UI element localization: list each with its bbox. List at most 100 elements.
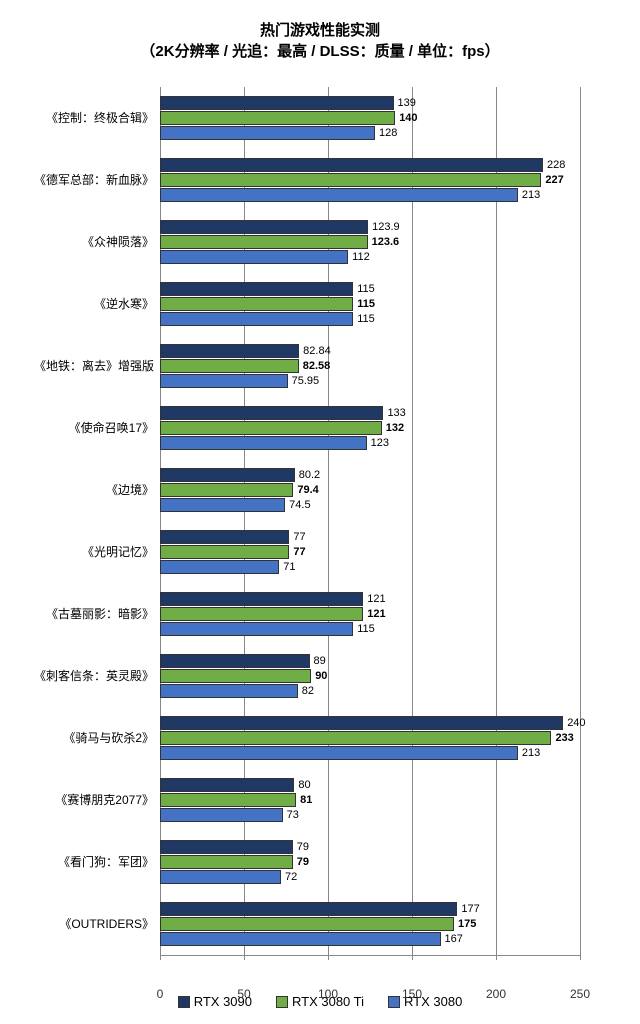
bar-value: 240 bbox=[562, 717, 585, 729]
bar: 75.95 bbox=[160, 374, 288, 388]
bar-row: 74.5 bbox=[160, 498, 580, 512]
bar: 175 bbox=[160, 917, 454, 931]
bar: 213 bbox=[160, 188, 518, 202]
bar: 90 bbox=[160, 669, 311, 683]
x-tick-label: 150 bbox=[402, 981, 422, 1001]
bar: 240 bbox=[160, 716, 563, 730]
bar-row: 123.9 bbox=[160, 220, 580, 234]
game-label: 《德军总部：新血脉》 bbox=[25, 173, 160, 187]
game-row: 《控制：终极合辑》139140128 bbox=[160, 87, 580, 149]
bar-value: 167 bbox=[440, 933, 463, 945]
game-row: 《边境》80.279.474.5 bbox=[160, 459, 580, 521]
bar-value: 80.2 bbox=[294, 469, 320, 481]
bar-value: 121 bbox=[362, 593, 385, 605]
bar-row: 213 bbox=[160, 746, 580, 760]
game-row: 《古墓丽影：暗影》121121115 bbox=[160, 583, 580, 645]
bar-row: 128 bbox=[160, 126, 580, 140]
bar: 72 bbox=[160, 870, 281, 884]
game-label: 《OUTRIDERS》 bbox=[25, 917, 160, 931]
bar-value: 115 bbox=[352, 623, 375, 635]
bar: 112 bbox=[160, 250, 348, 264]
title-line-2: （2K分辨率 / 光追：最高 / DLSS：质量 / 单位：fps） bbox=[25, 41, 615, 62]
game-label: 《边境》 bbox=[25, 483, 160, 497]
bar-row: 71 bbox=[160, 560, 580, 574]
bar: 89 bbox=[160, 654, 310, 668]
bar-row: 75.95 bbox=[160, 374, 580, 388]
bar-value: 81 bbox=[295, 794, 312, 806]
game-row: 《刺客信条：英灵殿》899082 bbox=[160, 645, 580, 707]
bar-row: 213 bbox=[160, 188, 580, 202]
bar-value: 128 bbox=[374, 127, 397, 139]
bar-value: 140 bbox=[394, 112, 417, 124]
bar-row: 115 bbox=[160, 312, 580, 326]
bar-value: 115 bbox=[352, 313, 375, 325]
bar-row: 89 bbox=[160, 654, 580, 668]
bar: 82 bbox=[160, 684, 298, 698]
bar-value: 75.95 bbox=[287, 375, 320, 387]
bar-value: 89 bbox=[309, 655, 326, 667]
bar-row: 72 bbox=[160, 870, 580, 884]
bar-value: 133 bbox=[382, 407, 405, 419]
bar-value: 77 bbox=[288, 531, 305, 543]
bar: 121 bbox=[160, 607, 363, 621]
x-tick-label: 100 bbox=[318, 981, 338, 1001]
bar-row: 177 bbox=[160, 902, 580, 916]
bar-value: 177 bbox=[456, 903, 479, 915]
x-tick-label: 250 bbox=[570, 981, 590, 1001]
bar-value: 175 bbox=[453, 918, 476, 930]
bar-value: 132 bbox=[381, 422, 404, 434]
bar-value: 123.9 bbox=[367, 221, 400, 233]
bar: 233 bbox=[160, 731, 551, 745]
game-label: 《控制：终极合辑》 bbox=[25, 111, 160, 125]
game-label: 《地铁：离去》增强版 bbox=[25, 359, 160, 373]
game-row: 《使命召唤17》133132123 bbox=[160, 397, 580, 459]
bar-value: 213 bbox=[517, 189, 540, 201]
bar: 132 bbox=[160, 421, 382, 435]
bar-row: 240 bbox=[160, 716, 580, 730]
bar: 115 bbox=[160, 297, 353, 311]
game-row: 《看门狗：军团》797972 bbox=[160, 831, 580, 893]
bar-value: 233 bbox=[550, 732, 573, 744]
bar: 77 bbox=[160, 545, 289, 559]
game-label: 《看门狗：军团》 bbox=[25, 855, 160, 869]
legend-item: RTX 3080 bbox=[388, 993, 462, 1009]
bar: 140 bbox=[160, 111, 395, 125]
bar-row: 79.4 bbox=[160, 483, 580, 497]
bar-value: 115 bbox=[352, 298, 375, 310]
bar: 115 bbox=[160, 282, 353, 296]
game-label: 《刺客信条：英灵殿》 bbox=[25, 669, 160, 683]
x-tick-label: 50 bbox=[237, 981, 250, 1001]
bar-row: 227 bbox=[160, 173, 580, 187]
bar-row: 121 bbox=[160, 592, 580, 606]
bar-row: 77 bbox=[160, 545, 580, 559]
bar-row: 112 bbox=[160, 250, 580, 264]
gpu-benchmark-chart: 热门游戏性能实测 （2K分辨率 / 光追：最高 / DLSS：质量 / 单位：f… bbox=[0, 0, 640, 1024]
bar-row: 79 bbox=[160, 855, 580, 869]
bar-row: 123 bbox=[160, 436, 580, 450]
bar-value: 115 bbox=[352, 283, 375, 295]
bar-value: 80 bbox=[293, 779, 310, 791]
bar: 139 bbox=[160, 96, 394, 110]
game-row: 《德军总部：新血脉》228227213 bbox=[160, 149, 580, 211]
bar-value: 72 bbox=[280, 871, 297, 883]
game-row: 《逆水寒》115115115 bbox=[160, 273, 580, 335]
bar-value: 79.4 bbox=[292, 484, 318, 496]
game-row: 《众神陨落》123.9123.6112 bbox=[160, 211, 580, 273]
bar-row: 115 bbox=[160, 622, 580, 636]
bar-value: 228 bbox=[542, 159, 565, 171]
game-label: 《使命召唤17》 bbox=[25, 421, 160, 435]
bar-row: 228 bbox=[160, 158, 580, 172]
bar-row: 79 bbox=[160, 840, 580, 854]
bar-row: 82.84 bbox=[160, 344, 580, 358]
bar: 80.2 bbox=[160, 468, 295, 482]
bar: 81 bbox=[160, 793, 296, 807]
bar: 123.9 bbox=[160, 220, 368, 234]
bar-row: 73 bbox=[160, 808, 580, 822]
bar: 82.84 bbox=[160, 344, 299, 358]
game-label: 《逆水寒》 bbox=[25, 297, 160, 311]
bar-value: 90 bbox=[310, 670, 327, 682]
bar-value: 82.84 bbox=[298, 345, 331, 357]
bar: 121 bbox=[160, 592, 363, 606]
bar-value: 123 bbox=[366, 437, 389, 449]
bar-value: 73 bbox=[282, 809, 299, 821]
